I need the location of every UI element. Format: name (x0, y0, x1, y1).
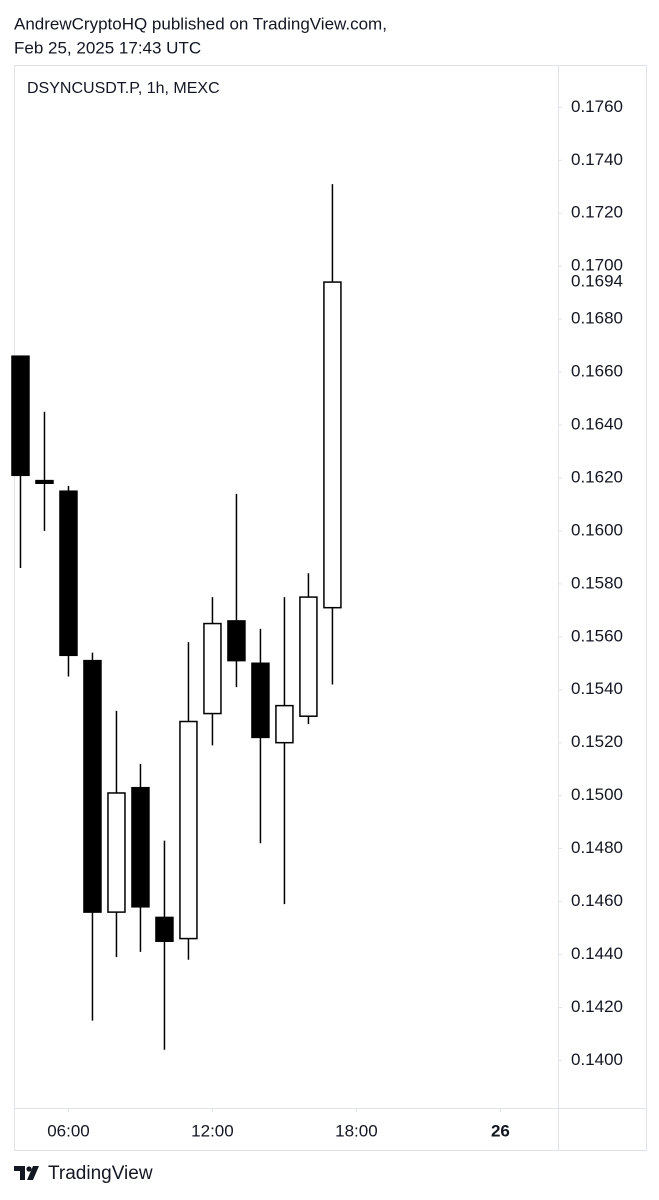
brand-name: TradingView (48, 1163, 153, 1184)
y-tick-label: 0.1720 (571, 203, 623, 222)
y-tick-label: 0.1460 (571, 891, 623, 910)
candle-body (155, 916, 174, 942)
candle-body (11, 355, 30, 477)
y-tick-label: 0.1480 (571, 838, 623, 857)
candle-body (227, 620, 246, 662)
chart-frame (14, 65, 647, 1151)
y-tick-label: 0.1520 (571, 732, 623, 751)
x-tick-label: 26 (491, 1121, 510, 1140)
y-tick-label: 0.1500 (571, 785, 623, 804)
candle-body (131, 786, 150, 908)
y-tick-label: 0.1680 (571, 309, 623, 328)
brand-logo (14, 1166, 39, 1180)
y-tick-label: 0.1580 (571, 573, 623, 592)
x-tick-label: 06:00 (47, 1121, 90, 1140)
candle-body (299, 596, 318, 717)
last-price-label: 0.1694 (571, 272, 623, 291)
candle-body (35, 479, 54, 485)
y-tick-label: 0.1740 (571, 150, 623, 169)
y-tick-label: 0.1440 (571, 944, 623, 963)
candle-body (275, 704, 294, 744)
y-tick-label: 0.1640 (571, 415, 623, 434)
y-tick-label: 0.1540 (571, 679, 623, 698)
y-tick-label: 0.1700 (571, 256, 623, 275)
y-tick-label: 0.1660 (571, 362, 623, 381)
candle-body (203, 622, 222, 715)
candle-body (179, 720, 198, 940)
y-tick-label: 0.1420 (571, 997, 623, 1016)
symbol-title: DSYNCUSDT.P, 1h, MEXC (27, 80, 220, 97)
y-tick-label: 0.1760 (571, 97, 623, 116)
last-price-bg (559, 272, 639, 293)
y-tick-label: 0.1600 (571, 520, 623, 539)
y-tick-label: 0.1560 (571, 626, 623, 645)
candle-body (107, 792, 126, 913)
x-tick-label: 12:00 (191, 1121, 234, 1140)
publisher: AndrewCryptoHQ published on TradingView.… (14, 14, 387, 33)
candle-body (59, 490, 78, 657)
y-tick-label: 0.1620 (571, 467, 623, 486)
candle-body (323, 281, 342, 609)
y-tick-label: 0.1400 (571, 1050, 623, 1069)
publish-date: Feb 25, 2025 17:43 UTC (14, 38, 201, 57)
candle-body (83, 659, 102, 913)
x-tick-label: 18:00 (335, 1121, 378, 1140)
candle-body (251, 662, 270, 739)
